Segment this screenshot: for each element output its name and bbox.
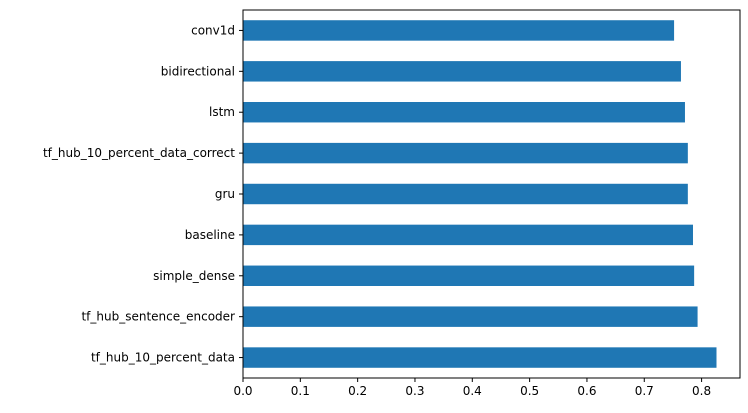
x-tick-label: 0.1 [291, 384, 310, 398]
y-tick-label: simple_dense [153, 269, 235, 283]
bar-tf_hub_sentence_encoder [243, 306, 698, 327]
x-tick-label: 0.8 [692, 384, 711, 398]
x-tick-label: 0.3 [405, 384, 424, 398]
x-tick-label: 0.5 [520, 384, 539, 398]
x-tick-label: 0.4 [463, 384, 482, 398]
y-tick-label: bidirectional [161, 64, 235, 78]
x-tick-label: 0.7 [635, 384, 654, 398]
x-tick-label: 0.0 [233, 384, 252, 398]
x-axis: 0.0 0.1 0.2 0.3 0.4 0.5 0.6 0.7 0.8 [233, 378, 711, 398]
y-tick-label: conv1d [191, 23, 235, 37]
bar-lstm [243, 102, 685, 123]
bar-tf_hub_10_percent_data_correct [243, 142, 688, 164]
bar-baseline [243, 224, 693, 246]
bar-simple_dense [243, 265, 695, 286]
y-tick-label: tf_hub_sentence_encoder [81, 310, 235, 324]
bars-group [243, 20, 717, 368]
x-tick-label: 0.6 [577, 384, 596, 398]
bar-gru [243, 183, 688, 205]
y-tick-label: gru [215, 187, 235, 201]
y-tick-label: baseline [185, 228, 235, 242]
bar-tf_hub_10_percent_data [243, 347, 717, 368]
x-tick-label: 0.2 [348, 384, 367, 398]
y-tick-label: tf_hub_10_percent_data [91, 351, 235, 365]
bar-conv1d [243, 20, 675, 41]
bar-bidirectional [243, 61, 681, 82]
y-tick-label: lstm [209, 105, 235, 119]
y-axis: conv1d bidirectional lstm tf_hub_10_percent… [43, 23, 243, 365]
y-tick-label: tf_hub_10_percent_data_correct [43, 146, 235, 160]
